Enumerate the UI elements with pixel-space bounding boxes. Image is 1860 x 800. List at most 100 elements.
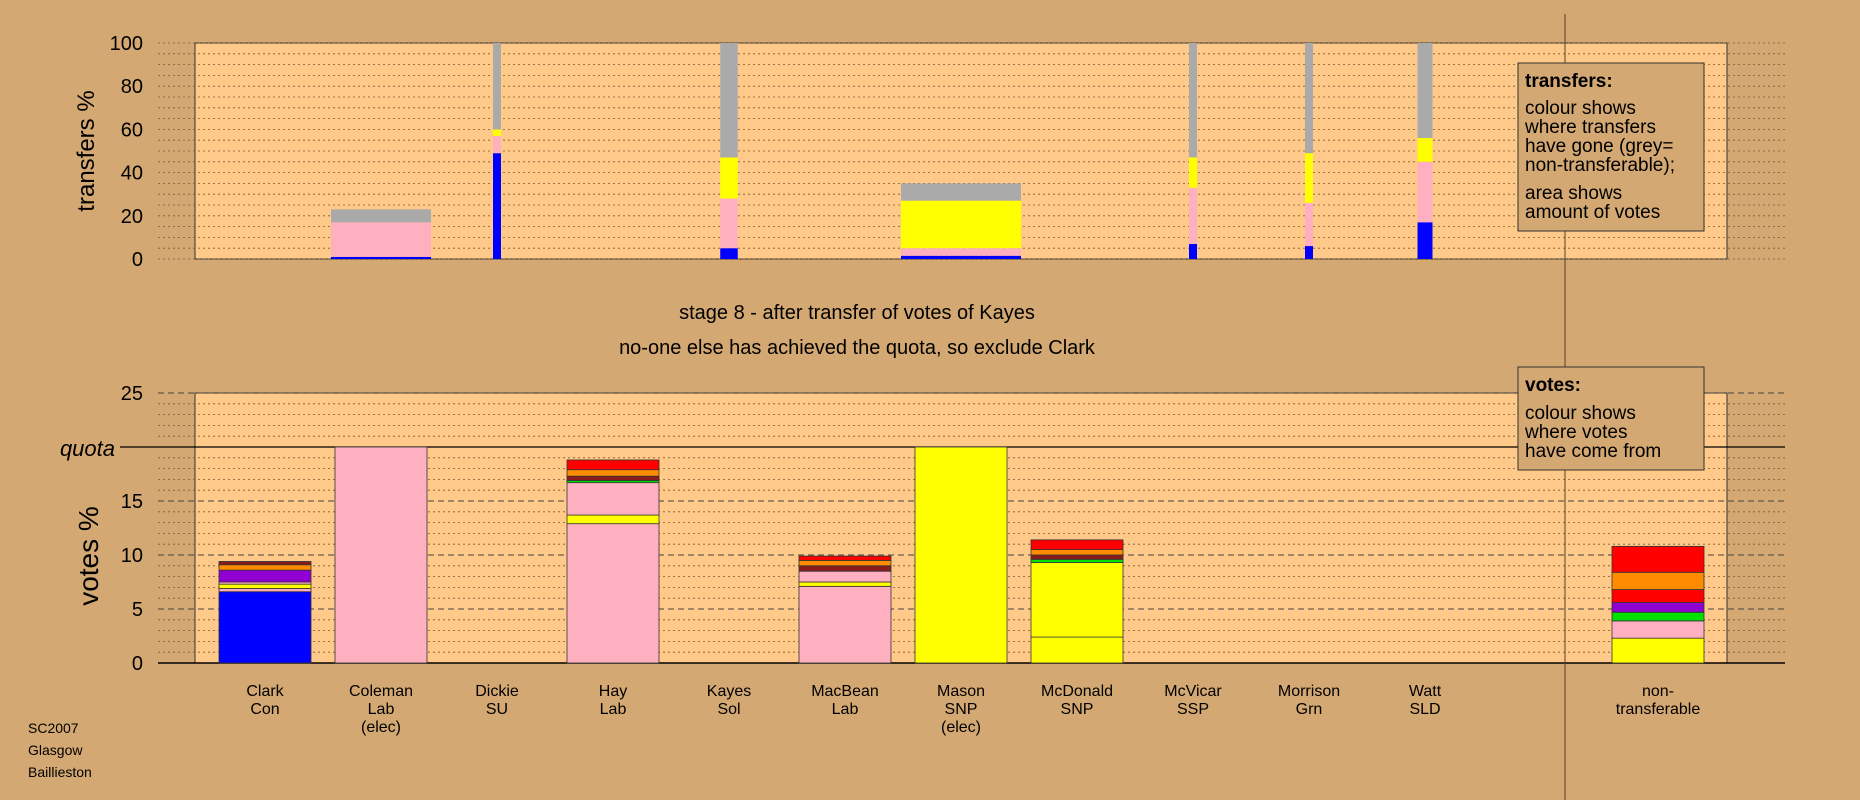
transfer-segment-coleman — [331, 256, 431, 259]
x-category-label: Dickie — [475, 683, 519, 700]
x-category-label: (elec) — [941, 719, 981, 736]
vote-segment-non — [1611, 637, 1705, 664]
x-category-label: Lab — [832, 701, 859, 718]
vote-segment-clark — [218, 583, 312, 589]
vote-segment-mcdonald — [1030, 549, 1124, 556]
vote-segment-non — [1611, 571, 1705, 590]
vote-segment-non — [1611, 589, 1705, 603]
x-category-label: non- — [1642, 683, 1674, 700]
x-category-label: Clark — [246, 683, 284, 700]
votes-y-label: votes % — [73, 506, 104, 606]
vote-segment-hay — [566, 475, 660, 481]
y-tick-label: 20 — [121, 206, 143, 228]
x-category-label: Kayes — [707, 683, 751, 700]
transfer-segment-watt — [1417, 43, 1433, 139]
x-category-label: (elec) — [361, 719, 401, 736]
votes-legend-line: where votes — [1524, 422, 1627, 443]
transfer-segment-mcvicar — [1189, 43, 1197, 158]
transfer-segment-mason — [901, 200, 1021, 249]
stage-subtitle: no-one else has achieved the quota, so e… — [619, 337, 1096, 359]
vote-segment-clark — [218, 588, 312, 593]
transfer-segment-coleman — [331, 209, 431, 223]
y-tick-label: 40 — [121, 163, 143, 185]
x-category-label: Coleman — [349, 683, 413, 700]
x-category-label: SNP — [1061, 701, 1094, 718]
vote-segment-non — [1611, 620, 1705, 639]
vote-segment-mcdonald — [1030, 562, 1124, 638]
x-category-label: SU — [486, 701, 508, 718]
votes-bars — [218, 446, 1705, 664]
transfer-segment-morrison — [1305, 246, 1313, 259]
transfer-segment-mason — [901, 255, 1021, 259]
x-category-label: transferable — [1616, 701, 1701, 718]
transfer-segment-watt — [1417, 138, 1433, 162]
vote-segment-hay — [566, 482, 660, 516]
vote-segment-non — [1611, 545, 1705, 573]
y-tick-label: 25 — [121, 383, 143, 405]
votes-legend: votes: colour shows where votes have com… — [1517, 366, 1705, 471]
votes-legend-title: votes: — [1525, 375, 1581, 396]
vote-segment-hay — [566, 514, 660, 525]
x-category-label: Con — [250, 701, 279, 718]
x-category-label: McDonald — [1041, 683, 1113, 700]
transfers-bars — [331, 43, 1433, 259]
vote-segment-clark — [218, 591, 312, 664]
y-tick-label: 15 — [121, 491, 143, 513]
vote-segment-clark — [218, 564, 312, 571]
x-category-label: Morrison — [1278, 683, 1340, 700]
vote-segment-clark — [218, 561, 312, 566]
quota-label: quota — [60, 436, 115, 461]
transfer-segment-mason — [901, 183, 1021, 201]
votes-legend-line: have come from — [1525, 441, 1661, 462]
vote-segment-macbean — [798, 585, 892, 664]
x-category-label: Mason — [937, 683, 985, 700]
transfer-segment-dickie — [493, 135, 501, 154]
transfer-segment-morrison — [1305, 153, 1313, 203]
x-category-label: SLD — [1409, 701, 1440, 718]
vote-segment-hay — [566, 459, 660, 471]
vote-segment-mcdonald — [1030, 636, 1124, 664]
vote-segment-mcdonald — [1030, 554, 1124, 560]
vote-segment-macbean — [798, 560, 892, 567]
transfer-segment-morrison — [1305, 202, 1313, 247]
y-tick-label: 100 — [110, 33, 143, 55]
transfer-segment-dickie — [493, 129, 501, 136]
transfers-legend-line: non-transferable); — [1525, 155, 1675, 176]
x-category-label: McVicar — [1164, 683, 1222, 700]
x-category-label: SNP — [945, 701, 978, 718]
vote-segment-mcdonald — [1030, 539, 1124, 551]
transfer-segment-kayes — [720, 43, 738, 158]
x-category-label: SSP — [1177, 701, 1209, 718]
transfer-segment-kayes — [720, 157, 738, 199]
footer-election: SC2007 — [28, 720, 79, 736]
x-category-label: Watt — [1409, 683, 1442, 700]
y-tick-label: 10 — [121, 545, 143, 567]
transfers-legend-line: colour shows — [1525, 98, 1636, 119]
x-category-label: Lab — [600, 701, 627, 718]
x-category-label: Grn — [1296, 701, 1323, 718]
x-category-label: Hay — [599, 683, 627, 700]
transfer-segment-kayes — [720, 248, 738, 259]
votes-y-ticks: 0 5 10 15 25 — [121, 383, 143, 675]
transfer-segment-watt — [1417, 222, 1433, 259]
x-category-label: MacBean — [811, 683, 879, 700]
transfers-legend-line: where transfers — [1524, 117, 1656, 138]
transfer-segment-kayes — [720, 198, 738, 249]
vote-segment-non — [1611, 611, 1705, 622]
vote-segment-non — [1611, 602, 1705, 613]
x-category-label: Sol — [717, 701, 740, 718]
transfers-legend: transfers: colour shows where transfers … — [1517, 62, 1705, 232]
footer-ward: Baillieston — [28, 764, 92, 780]
transfer-segment-dickie — [493, 43, 501, 130]
y-tick-label: 0 — [132, 653, 143, 675]
transfer-segment-mcvicar — [1189, 243, 1197, 259]
vote-segment-macbean — [798, 570, 892, 583]
transfers-legend-line: have gone (grey= — [1525, 136, 1673, 157]
vote-segment-coleman — [334, 446, 428, 664]
y-tick-label: 60 — [121, 119, 143, 141]
transfer-segment-watt — [1417, 161, 1433, 223]
vote-segment-mason — [914, 446, 1008, 664]
vote-segment-hay — [566, 523, 660, 664]
